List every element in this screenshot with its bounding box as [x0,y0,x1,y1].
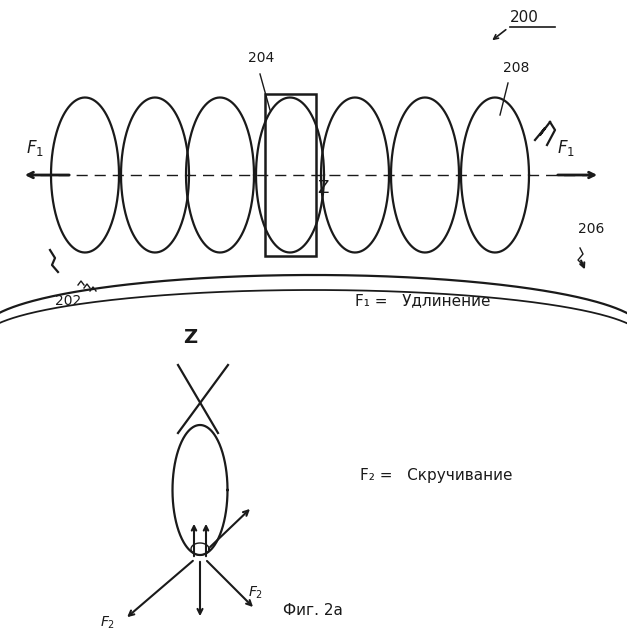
Text: $F_2$: $F_2$ [100,615,115,632]
Text: $F_2$: $F_2$ [248,585,263,602]
Text: 206: 206 [578,222,604,236]
Bar [265,93,315,257]
Text: 208: 208 [503,61,529,75]
Text: $F_1$: $F_1$ [557,138,575,158]
Text: Z: Z [183,328,197,347]
Text: F₁ =   Удлинение: F₁ = Удлинение [355,293,490,308]
Text: 202: 202 [55,294,82,308]
Text: Z: Z [317,179,329,197]
Text: $F_1$: $F_1$ [26,138,44,158]
Text: 200: 200 [510,10,539,25]
Text: 204: 204 [248,51,274,65]
Text: F₂ =   Скручивание: F₂ = Скручивание [360,468,512,483]
Text: Фиг. 2a: Фиг. 2a [283,603,343,618]
